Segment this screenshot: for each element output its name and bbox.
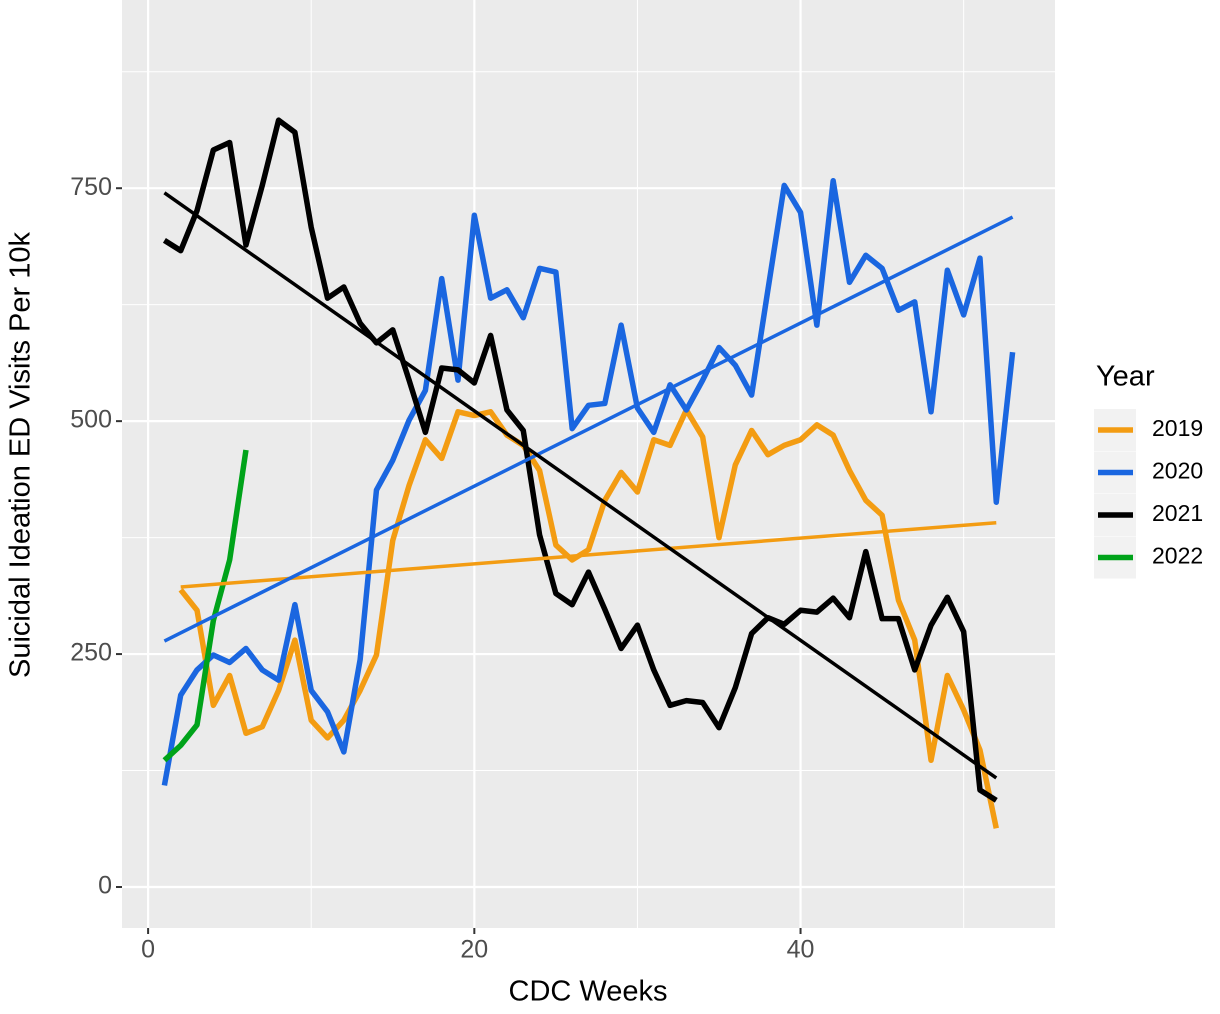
legend-label: 2022 bbox=[1152, 543, 1203, 569]
x-tick-label: 0 bbox=[141, 936, 155, 964]
legend-label: 2019 bbox=[1152, 415, 1203, 441]
y-tick-label: 250 bbox=[70, 639, 112, 667]
y-tick-label: 500 bbox=[70, 406, 112, 434]
x-axis-title: CDC Weeks bbox=[509, 976, 668, 1008]
x-tick-label: 40 bbox=[787, 936, 815, 964]
panel bbox=[122, 0, 1055, 928]
trend-line bbox=[180, 520, 997, 589]
x-tick-label: 20 bbox=[460, 936, 488, 964]
legend-label: 2021 bbox=[1152, 500, 1203, 526]
y-axis-title: Suicidal Ideation ED Visits Per 10k bbox=[5, 232, 37, 678]
trend-line bbox=[163, 215, 1014, 643]
trend-line bbox=[163, 191, 998, 780]
line bbox=[162, 449, 249, 763]
y-tick-label: 750 bbox=[70, 173, 112, 201]
line bbox=[161, 178, 1016, 786]
y-tick-label: 0 bbox=[98, 872, 112, 900]
line bbox=[162, 117, 998, 803]
legend-label: 2020 bbox=[1152, 458, 1203, 484]
legend-title: Year bbox=[1096, 361, 1155, 393]
line bbox=[178, 407, 999, 829]
